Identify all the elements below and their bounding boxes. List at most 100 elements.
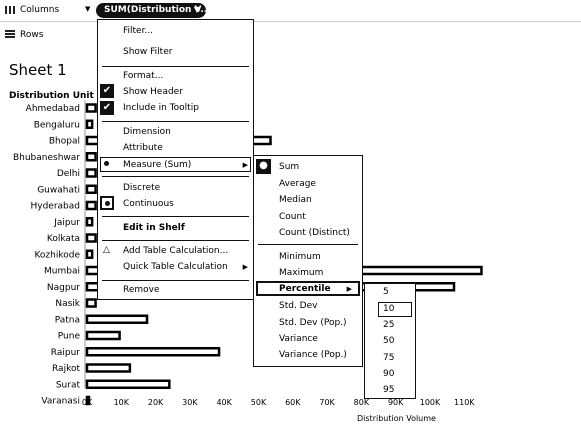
pill-context-menu: Filter... Show Filter Format... ✔ Show H… — [97, 19, 254, 300]
menu-item-median[interactable]: Median — [279, 195, 312, 205]
sheet-title: Sheet 1 — [9, 61, 67, 79]
menu-item-variance[interactable]: Variance — [279, 334, 318, 344]
chevron-down-icon[interactable]: ▼ — [85, 5, 91, 13]
bar[interactable] — [85, 184, 97, 194]
category-label[interactable]: Nasik — [55, 299, 80, 309]
menu-item-edit-in-shelf[interactable]: Edit in Shelf — [123, 223, 185, 233]
category-label[interactable]: Hyderabad — [31, 202, 81, 212]
bar[interactable] — [85, 314, 149, 324]
percentile-option[interactable]: 75 — [383, 353, 395, 363]
bar[interactable] — [85, 363, 132, 373]
warning-triangle-icon: △ — [103, 245, 110, 255]
menu-item-percentile[interactable]: Percentile — [279, 284, 331, 294]
category-label[interactable]: Nagpur — [47, 283, 80, 293]
bar[interactable] — [85, 395, 91, 406]
bar[interactable] — [85, 249, 94, 259]
category-label[interactable]: Kolkata — [47, 234, 80, 244]
bar[interactable] — [85, 103, 97, 113]
x-tick-label: 100K — [420, 398, 441, 407]
menu-item-std-dev-pop[interactable]: Std. Dev (Pop.) — [279, 318, 347, 328]
category-label[interactable]: Rajkot — [52, 364, 80, 374]
menu-item-quick-table-calc[interactable]: Quick Table Calculation — [123, 262, 228, 272]
rows-icon — [5, 30, 15, 39]
category-label[interactable]: Varanasi — [41, 397, 80, 407]
x-axis-title: Distribution Volume — [357, 414, 436, 423]
bar[interactable] — [85, 200, 97, 211]
radio-dot-icon: ● — [256, 159, 271, 174]
menu-item-sum[interactable]: Sum — [279, 162, 300, 172]
menu-item-maximum[interactable]: Maximum — [279, 268, 324, 278]
menu-item-average[interactable]: Average — [279, 179, 316, 189]
percentile-option[interactable]: 50 — [383, 336, 395, 346]
measure-submenu: ● Sum Average Median Count Count (Distin… — [253, 155, 363, 367]
category-label[interactable]: Surat — [56, 380, 81, 390]
rows-label: Rows — [20, 30, 44, 40]
percentile-option[interactable]: 95 — [383, 385, 395, 395]
menu-separator — [102, 216, 249, 217]
bar[interactable] — [85, 152, 97, 162]
chevron-right-icon: ▶ — [346, 285, 352, 293]
menu-item-add-table-calc[interactable]: Add Table Calculation... — [123, 246, 229, 256]
rows-shelf: Rows — [0, 24, 581, 46]
bar[interactable] — [85, 168, 97, 178]
radio-selected-icon — [100, 196, 114, 210]
columns-pill[interactable]: SUM(Distribution V... ▼ — [96, 3, 206, 18]
menu-item-attribute[interactable]: Attribute — [123, 143, 163, 153]
columns-shelf: Columns ▼ SUM(Distribution V... ▼ — [0, 0, 581, 22]
menu-item-dimension[interactable]: Dimension — [123, 127, 171, 137]
percentile-submenu: 5 10 25 50 75 90 95 — [364, 283, 416, 399]
menu-item-highlight — [256, 281, 360, 296]
menu-item-show-header[interactable]: Show Header — [123, 87, 183, 97]
menu-item-count[interactable]: Count — [279, 212, 306, 222]
percentile-option[interactable]: 90 — [383, 369, 395, 379]
row-header[interactable]: Distribution Unit — [9, 91, 94, 101]
category-label[interactable]: Mumbai — [44, 267, 80, 277]
menu-item-std-dev[interactable]: Std. Dev — [279, 301, 318, 311]
menu-separator — [102, 240, 249, 241]
menu-item-minimum[interactable]: Minimum — [279, 252, 321, 262]
category-label[interactable]: Bhopal — [49, 137, 80, 147]
bar[interactable] — [85, 347, 221, 357]
menu-item-include-tooltip[interactable]: Include in Tooltip — [123, 103, 199, 113]
selected-option-highlight — [378, 302, 412, 317]
menu-item-discrete[interactable]: Discrete — [123, 183, 161, 193]
x-tick-label: 30K — [182, 398, 198, 407]
category-label[interactable]: Guwahati — [37, 185, 80, 195]
bar[interactable] — [85, 298, 97, 308]
bar[interactable] — [85, 379, 171, 389]
category-label[interactable]: Patna — [55, 315, 80, 325]
menu-item-count-distinct[interactable]: Count (Distinct) — [279, 228, 350, 238]
bar[interactable] — [85, 217, 94, 227]
menu-item-remove[interactable]: Remove — [123, 285, 160, 295]
x-tick-label: 60K — [285, 398, 301, 407]
menu-separator — [102, 121, 249, 122]
bar[interactable] — [85, 233, 97, 243]
category-label[interactable]: Jaipur — [53, 218, 80, 228]
menu-item-filter[interactable]: Filter... — [123, 26, 154, 36]
x-tick-label: 80K — [354, 398, 370, 407]
checkmark-icon: ✔ — [100, 101, 114, 115]
bar[interactable] — [85, 119, 94, 129]
menu-item-measure[interactable]: Measure (Sum) — [123, 160, 192, 170]
menu-item-variance-pop[interactable]: Variance (Pop.) — [279, 350, 347, 360]
category-label[interactable]: Ahmedabad — [26, 104, 80, 114]
percentile-option[interactable]: 25 — [383, 320, 395, 330]
category-label[interactable]: Pune — [58, 332, 81, 342]
x-tick-label: 40K — [216, 398, 232, 407]
category-label[interactable]: Bengaluru — [34, 120, 80, 130]
chevron-down-icon[interactable]: ▼ — [193, 5, 200, 14]
percentile-option[interactable]: 5 — [383, 287, 389, 297]
percentile-option[interactable]: 10 — [383, 304, 395, 314]
columns-icon — [5, 5, 15, 15]
pill-label: SUM(Distribution V... — [104, 5, 206, 15]
menu-separator — [102, 66, 249, 67]
category-label[interactable]: Kozhikode — [34, 250, 80, 260]
category-label[interactable]: Raipur — [51, 348, 80, 358]
menu-item-continuous[interactable]: Continuous — [123, 199, 174, 209]
bar[interactable] — [85, 330, 121, 341]
category-label[interactable]: Bhubaneshwar — [13, 153, 80, 163]
menu-item-show-filter[interactable]: Show Filter — [123, 47, 173, 57]
menu-item-format[interactable]: Format... — [123, 71, 164, 81]
menu-separator — [258, 244, 358, 245]
category-label[interactable]: Delhi — [57, 169, 80, 179]
